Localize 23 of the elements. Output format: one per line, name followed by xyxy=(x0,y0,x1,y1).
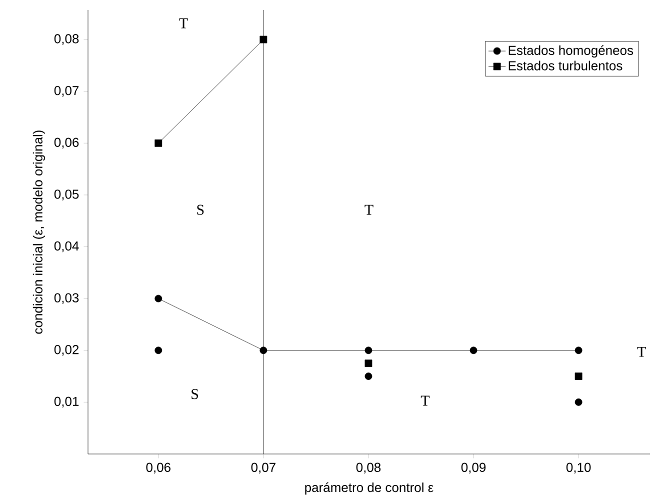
annotation: T xyxy=(420,396,430,406)
y-tick-label: 0,04 xyxy=(54,241,79,252)
x-tick-label: 0,08 xyxy=(356,462,381,474)
annotation: T xyxy=(637,346,646,357)
x-tick-label: 0,10 xyxy=(566,462,591,474)
y-tick-label: 0,06 xyxy=(54,138,79,149)
y-tick-label: 0,01 xyxy=(54,396,79,408)
y-tick-label: 0,03 xyxy=(54,293,79,304)
x-tick-label: 0,06 xyxy=(146,462,170,474)
annotation: T xyxy=(364,204,374,215)
y-tick-label: 0,08 xyxy=(54,34,79,45)
annotation: S xyxy=(197,204,204,215)
y-tick-label: 0,07 xyxy=(54,86,79,97)
legend-label: Estados homogéneos xyxy=(508,45,634,58)
legend-label: Estados turbulentos xyxy=(508,60,622,70)
x-axis-title: parámetro de control ε xyxy=(305,482,434,495)
annotation: S xyxy=(192,389,198,400)
annotation: T xyxy=(179,18,188,28)
x-tick-label: 0,07 xyxy=(251,462,276,474)
y-tick-label: 0,05 xyxy=(54,190,79,200)
x-tick-label: 0,09 xyxy=(461,462,486,474)
y-tick-label: 0,02 xyxy=(54,345,79,356)
y-axis-title: condicion inicial (ε, modelo original) xyxy=(32,130,46,334)
